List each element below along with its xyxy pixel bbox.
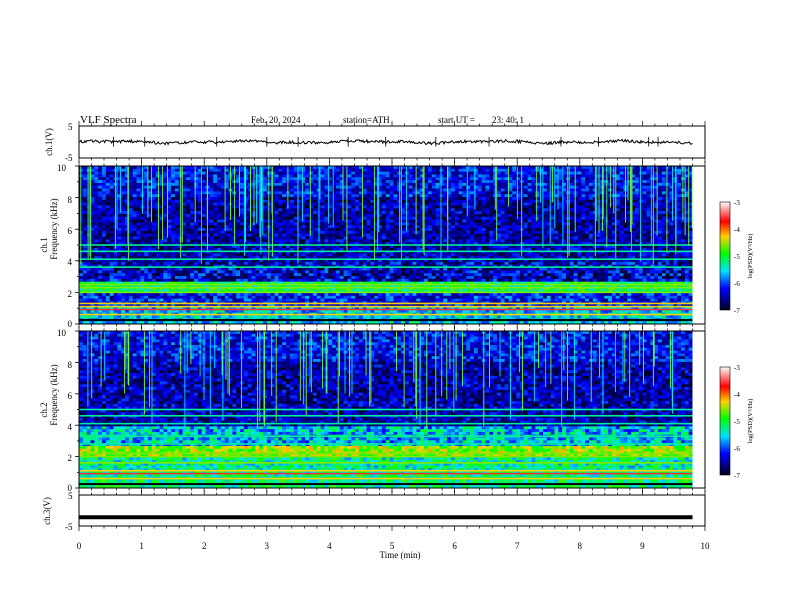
spec1-tail <box>692 166 705 324</box>
ch2-cb-tick-3: -3 <box>734 364 740 372</box>
ch2-cb-tick-6: -6 <box>734 445 740 453</box>
xtick-0: 0 <box>77 541 82 551</box>
xtick-7: 7 <box>515 541 520 551</box>
xtick-3: 3 <box>265 541 270 551</box>
ch3-waveform-frame <box>78 494 706 527</box>
spec2-band-1 <box>79 469 693 472</box>
ch2-ytick-4: 4 <box>68 422 73 432</box>
ch2-spectrogram-ylabel: Frequency (kHz) <box>49 364 59 425</box>
spec1-band-3 <box>79 291 693 294</box>
time-axis-tick-labels: 0 1 2 3 4 5 6 7 8 9 10 <box>77 541 710 551</box>
ch2-ytick-10: 10 <box>57 328 67 338</box>
ch1-ytick-4: 4 <box>68 257 73 267</box>
figure-title: VLF Spectra <box>80 114 137 126</box>
ch2-spectrogram-panel: 10 8 6 4 2 0 ch.2 Frequency (kHz) <box>39 328 706 493</box>
xtick-1: 1 <box>139 541 144 551</box>
spec1-band-0 <box>79 313 693 316</box>
spec1-band-4 <box>79 286 693 289</box>
ch2-cb-tick-7: -7 <box>734 472 740 480</box>
spec2-band-7 <box>79 422 693 425</box>
spec2-line-1khz <box>79 472 693 475</box>
ch2-cb-tick-4: -4 <box>734 391 740 399</box>
xtick-2: 2 <box>202 541 207 551</box>
ch1-waveform-ylabel: ch.1(V) <box>44 128 54 156</box>
ch1-cb-tick-7: -7 <box>734 307 740 315</box>
ch3-ytick-bottom: -5 <box>65 522 73 532</box>
ch1-cb-tick-6: -6 <box>734 280 740 288</box>
spec1-band-9 <box>79 244 693 246</box>
spec2-band-6 <box>79 435 693 437</box>
ch1-ytick-2: 2 <box>68 289 73 299</box>
ch1-spectrogram-image <box>79 166 705 325</box>
spec1-band-8 <box>79 250 693 253</box>
ch1-cb-tick-5: -5 <box>734 253 740 261</box>
ch2-cb-tick-5: -5 <box>734 418 740 426</box>
ch2-colorbar: -3 -4 -5 -6 -7 log(PSD)(V²/Hz) <box>719 364 754 480</box>
date-label: Feb. 20, 2024 <box>251 115 301 125</box>
spec1-band-1 <box>79 305 693 308</box>
xtick-8: 8 <box>578 541 583 551</box>
ch2-ytick-8: 8 <box>68 360 73 370</box>
ch1-ytick-top: 5 <box>68 122 73 132</box>
ch2-ytick-6: 6 <box>68 391 73 401</box>
ch1-ytick-bottom: -5 <box>65 153 73 163</box>
ch2-ytick-0: 0 <box>68 483 73 493</box>
spec1-line-0khz <box>79 319 693 322</box>
spec2-band-4 <box>79 452 693 455</box>
ch1-colorbar-gradient <box>719 201 731 311</box>
ch3-ytick-top: 5 <box>68 491 73 501</box>
time-axis-ticks <box>78 121 706 531</box>
ch1-ytick-6: 6 <box>68 226 73 236</box>
ch1-colorbar-label: log(PSD)(V²/Hz) <box>747 234 754 279</box>
spec2-tail <box>692 331 705 488</box>
xtick-10: 10 <box>701 541 711 551</box>
xtick-5: 5 <box>390 541 395 551</box>
spec1-band-5 <box>79 283 693 286</box>
spec1-band-2 <box>79 302 693 305</box>
ch1-ytick-10: 10 <box>57 163 67 173</box>
ch1-spectrogram-panel: 10 8 6 4 2 0 ch.1 Frequency (kHz) <box>39 163 706 329</box>
spec1-band-6 <box>79 266 693 268</box>
xtick-4: 4 <box>327 541 332 551</box>
ch1-ytick-0: 0 <box>68 319 73 329</box>
start-ut-label: start UT = <box>438 115 475 125</box>
ch2-ytick-2: 2 <box>68 453 73 463</box>
ch3-waveform-panel: 5 -5 ch.3(V) <box>42 491 706 532</box>
spec2-line-0khz <box>79 483 693 486</box>
start-time-value: 23: 40: 1 <box>492 115 524 125</box>
spec2-band-5 <box>79 443 693 445</box>
x-axis-label: Time (min) <box>380 550 421 560</box>
ch1-cb-tick-4: -4 <box>734 226 740 234</box>
spec2-band-8 <box>79 414 693 417</box>
ch1-ytick-8: 8 <box>68 195 73 205</box>
ch2-colorbar-label: log(PSD)(V²/Hz) <box>747 399 754 444</box>
ch1-cb-tick-3: -3 <box>734 199 740 207</box>
ch1-colorbar: -3 -4 -5 -6 -7 log(PSD)(V²/Hz) <box>719 199 754 315</box>
xtick-9: 9 <box>640 541 645 551</box>
ch1-spectrogram-ylabel: Frequency (kHz) <box>49 198 59 259</box>
ch2-spectrogram-channel-label: ch.2 <box>39 402 49 417</box>
spec2-band-0 <box>79 477 693 480</box>
ch2-spectrogram-image <box>79 331 705 489</box>
spec1-band-7 <box>79 258 693 261</box>
ch3-waveform-ylabel: ch.3(V) <box>42 497 52 525</box>
ch1-waveform-panel: 5 -5 ch.1(V) <box>44 122 706 163</box>
ch2-colorbar-gradient <box>719 366 731 476</box>
xtick-6: 6 <box>452 541 457 551</box>
station-label: station=ATH <box>343 115 390 125</box>
spec2-band-2 <box>79 462 693 464</box>
spec2-band-9 <box>79 408 693 411</box>
spec2-band-3 <box>79 455 693 458</box>
ch1-spectrogram-channel-label: ch.1 <box>39 237 49 252</box>
spec1-line-1khz <box>79 308 693 311</box>
